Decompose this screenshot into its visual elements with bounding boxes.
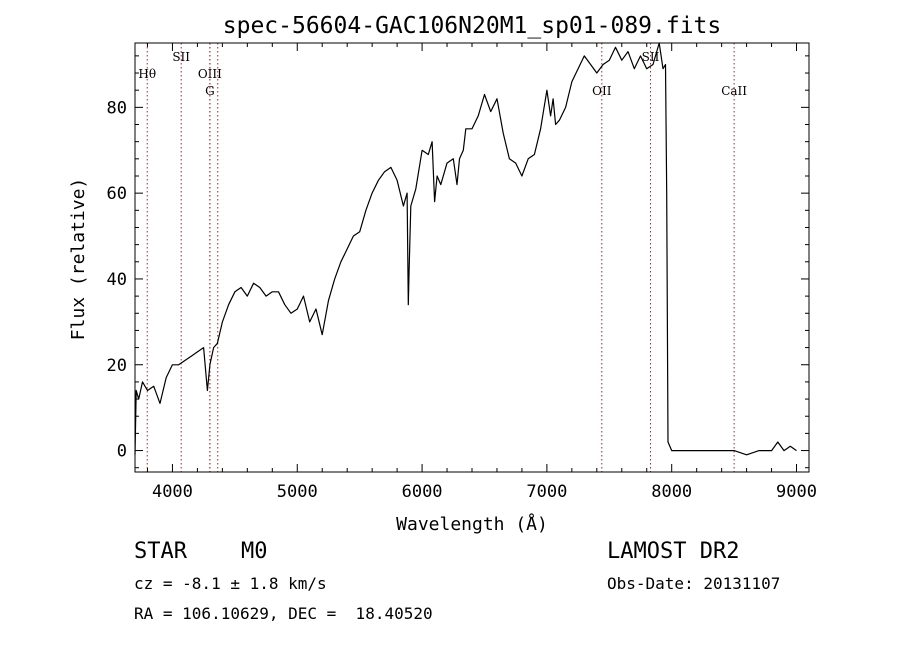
- chart-title: spec-56604-GAC106N20M1_sp01-089.fits: [223, 13, 722, 39]
- y-tick-label: 40: [107, 270, 127, 290]
- x-tick-label: 6000: [402, 482, 443, 502]
- x-tick-label: 9000: [776, 482, 817, 502]
- coordinates-text: RA = 106.10629, DEC = 18.40520: [134, 604, 433, 623]
- survey-label: LAMOST DR2: [607, 539, 740, 564]
- x-axis-label: Wavelength (Å): [396, 513, 548, 535]
- spectral-line-label: Hθ: [138, 67, 156, 81]
- y-tick-label: 0: [117, 442, 127, 462]
- spectral-line-label: SII: [172, 50, 190, 64]
- y-tick-label: 60: [107, 184, 127, 204]
- x-tick-label: 5000: [277, 482, 318, 502]
- spectral-line-label: OII: [592, 84, 612, 98]
- x-tick-label: 8000: [651, 482, 692, 502]
- y-tick-label: 20: [107, 356, 127, 376]
- redshift-text: cz = -8.1 ± 1.8 km/s: [134, 574, 327, 593]
- x-tick-label: 4000: [152, 482, 193, 502]
- y-axis-label: Flux (relative): [68, 178, 89, 341]
- object-class: STAR: [134, 539, 187, 564]
- object-subclass: M0: [241, 539, 268, 564]
- spectral-line-label: G: [205, 84, 215, 98]
- spectral-line-label: CaII: [721, 84, 747, 98]
- x-tick-label: 7000: [526, 482, 567, 502]
- spectrum-chart: spec-56604-GAC106N20M1_sp01-089.fits Hθ S…: [68, 13, 817, 535]
- flux-series-line: [134, 42, 797, 456]
- spectral-line-label: SII: [642, 50, 660, 64]
- spectral-line-label: OIII: [198, 67, 222, 81]
- y-tick-label: 80: [107, 98, 127, 118]
- plot-area: Hθ SII OIII G OII SII CaII 4000 5000 6000 7000 8000…: [107, 42, 817, 502]
- plot-frame: [134, 42, 810, 473]
- obs-date-text: Obs-Date: 20131107: [607, 574, 781, 593]
